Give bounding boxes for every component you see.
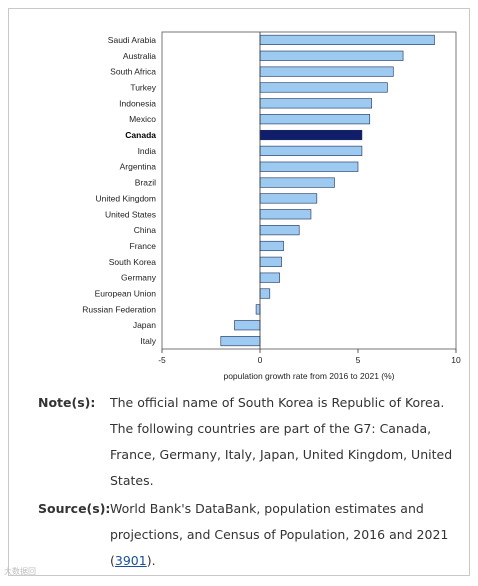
bar-mexico bbox=[259, 114, 371, 125]
source-label: Source(s): bbox=[38, 501, 111, 516]
bar-saudi-arabia bbox=[259, 34, 435, 45]
category-label: Japan bbox=[133, 320, 156, 330]
category-label: European Union bbox=[95, 289, 157, 299]
bar-india bbox=[259, 145, 363, 156]
source-link[interactable]: 3901 bbox=[114, 553, 147, 568]
source-body: World Bank's DataBank, population estima… bbox=[110, 496, 458, 574]
bar-canada bbox=[259, 129, 363, 141]
bar-france bbox=[259, 240, 284, 252]
bar-united-kingdom bbox=[259, 193, 318, 204]
category-label: United Kingdom bbox=[96, 193, 156, 203]
category-label: Argentina bbox=[120, 162, 157, 172]
category-label: China bbox=[134, 225, 156, 235]
bar-indonesia bbox=[259, 98, 373, 109]
x-tick-label: 0 bbox=[258, 355, 263, 365]
bar-germany bbox=[259, 272, 280, 283]
watermark-text: 大数据回 bbox=[4, 567, 36, 576]
bar-turkey bbox=[259, 82, 388, 93]
source-end: ). bbox=[146, 553, 156, 568]
category-label: France bbox=[130, 241, 157, 251]
note-label: Note(s): bbox=[38, 395, 96, 410]
category-label: Mexico bbox=[129, 114, 156, 124]
bar-united-states bbox=[259, 209, 312, 220]
bar-australia bbox=[259, 50, 404, 61]
notes-section: Note(s): The official name of South Kore… bbox=[38, 390, 458, 574]
bar-south-korea bbox=[259, 256, 282, 267]
category-label: Italy bbox=[140, 336, 156, 346]
bar-italy bbox=[220, 336, 261, 347]
category-label: Brazil bbox=[135, 178, 156, 188]
bar-european-union bbox=[259, 288, 271, 299]
bar-japan bbox=[234, 320, 261, 331]
bar-russian-federation bbox=[255, 304, 261, 315]
category-label: South Africa bbox=[110, 67, 156, 77]
bar-china bbox=[259, 225, 300, 236]
source-text: World Bank's DataBank, population estima… bbox=[110, 501, 449, 568]
category-label: United States bbox=[105, 209, 156, 219]
x-tick-label: -5 bbox=[158, 355, 166, 365]
category-label: Indonesia bbox=[119, 98, 156, 108]
bar-argentina bbox=[259, 161, 359, 172]
bar-chart: Saudi Arabia Australia South Africa Turkey I… bbox=[82, 31, 461, 381]
category-label: Canada bbox=[125, 130, 156, 140]
category-label: Russian Federation bbox=[82, 304, 156, 314]
category-label: Turkey bbox=[130, 82, 156, 92]
x-tick-label: 10 bbox=[451, 355, 461, 365]
note-row: Note(s): The official name of South Kore… bbox=[38, 390, 458, 494]
x-tick-label: 5 bbox=[356, 355, 361, 365]
category-label: Saudi Arabia bbox=[108, 35, 156, 45]
source-row: Source(s): World Bank's DataBank, popula… bbox=[38, 496, 458, 574]
category-label: South Korea bbox=[109, 257, 157, 267]
bar-brazil bbox=[259, 177, 335, 188]
category-label: Germany bbox=[121, 273, 157, 283]
figure-frame bbox=[8, 8, 470, 576]
note-line-g7: The following countries are part of the … bbox=[110, 421, 453, 488]
note-line-south-korea: The official name of South Korea is Repu… bbox=[110, 395, 445, 410]
category-label: India bbox=[138, 146, 157, 156]
category-label: Australia bbox=[123, 51, 156, 61]
x-axis-title: population growth rate from 2016 to 2021… bbox=[223, 371, 394, 381]
plot-area-border bbox=[161, 31, 457, 350]
note-body: The official name of South Korea is Repu… bbox=[110, 390, 458, 494]
bar-south-africa bbox=[259, 66, 394, 77]
